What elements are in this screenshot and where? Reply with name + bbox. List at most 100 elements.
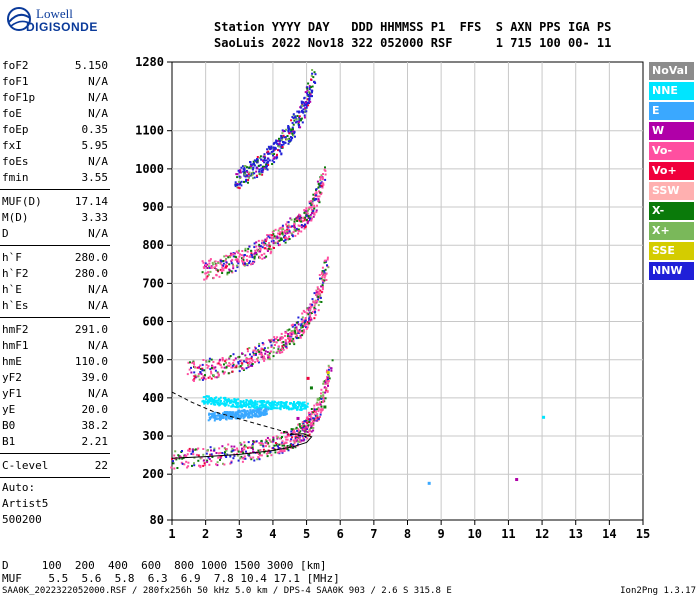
echo-point — [315, 194, 318, 197]
echo-point — [291, 122, 294, 124]
echo-point — [276, 336, 279, 339]
echo-point — [237, 260, 240, 263]
echo-point — [280, 146, 283, 149]
param-value: 2.21 — [81, 435, 109, 448]
echo-point — [204, 262, 207, 265]
echo-point — [187, 461, 190, 464]
echo-point — [320, 181, 323, 184]
echo-point — [256, 248, 259, 251]
echo-point — [260, 439, 263, 442]
echo-point — [278, 142, 281, 145]
echo-point — [239, 360, 242, 362]
echo-point — [309, 219, 311, 222]
legend-item-nne: NNE — [649, 82, 694, 100]
echo-point — [191, 448, 194, 451]
echo-point — [298, 431, 301, 433]
param-value: 17.14 — [74, 195, 108, 208]
echo-point — [236, 176, 239, 179]
echo-point — [294, 229, 297, 232]
echo-point — [240, 455, 243, 458]
echo-point — [327, 266, 330, 269]
echo-point — [291, 436, 294, 439]
echo-point — [232, 353, 235, 356]
echo-point — [279, 437, 281, 440]
echo-point — [225, 261, 228, 264]
echo-point — [296, 120, 299, 123]
echo-point — [313, 292, 316, 295]
echo-point — [317, 290, 320, 293]
echo-point — [283, 450, 286, 452]
echo-point — [294, 440, 297, 443]
echo-point — [242, 258, 245, 261]
echo-point — [267, 408, 270, 411]
echo-point — [320, 174, 323, 177]
echo-point — [209, 368, 212, 371]
echo-point — [245, 180, 247, 183]
echo-point — [297, 443, 299, 446]
echo-point — [256, 408, 259, 411]
echo-point — [246, 399, 249, 402]
echo-point — [319, 277, 321, 280]
echo-point — [265, 408, 268, 411]
echo-point — [297, 428, 300, 431]
echo-point — [294, 118, 297, 121]
echo-point — [300, 224, 303, 226]
echo-point — [322, 400, 325, 403]
echo-point — [282, 405, 285, 408]
echo-point — [220, 417, 222, 420]
echo-point — [248, 400, 250, 403]
echo-point — [212, 277, 215, 279]
echo-point — [223, 400, 226, 403]
echo-point — [209, 270, 212, 273]
echo-point — [287, 130, 290, 133]
echo-point — [215, 417, 218, 420]
echo-point — [239, 169, 242, 172]
echo-point — [239, 410, 242, 413]
echo-point — [328, 375, 330, 378]
param-value: N/A — [88, 299, 108, 312]
echo-point — [226, 273, 229, 276]
logo-text-digisonde: DIGISONDE — [26, 20, 98, 34]
echo-point — [200, 373, 203, 376]
echo-point — [309, 100, 312, 103]
echo-point — [250, 252, 253, 255]
echo-point — [302, 437, 305, 439]
echo-point — [301, 109, 303, 112]
echo-point — [248, 245, 251, 248]
echo-point — [238, 255, 241, 258]
echo-point — [311, 422, 314, 425]
echo-point — [271, 404, 273, 407]
echo-point — [315, 290, 318, 293]
echo-point — [225, 366, 228, 369]
echo-point — [248, 262, 251, 264]
echo-point — [243, 413, 246, 416]
echo-point — [272, 339, 275, 342]
echo-point — [259, 164, 262, 167]
param-name: fmin — [2, 171, 29, 184]
echo-point — [252, 410, 254, 413]
echo-point — [282, 341, 285, 343]
echo-point — [317, 304, 320, 307]
echo-point — [309, 93, 312, 96]
echo-point — [224, 264, 227, 267]
echo-point — [237, 362, 240, 365]
echo-point — [267, 451, 269, 454]
echo-point — [268, 339, 270, 342]
echo-point — [292, 330, 295, 333]
echo-point — [306, 376, 310, 380]
echo-point — [286, 435, 289, 438]
echo-point — [248, 406, 251, 409]
echo-point — [283, 444, 286, 447]
echo-point — [267, 234, 270, 237]
echo-point — [268, 244, 271, 247]
echo-point — [194, 375, 197, 378]
echo-point — [320, 388, 323, 391]
echo-point — [275, 444, 278, 447]
echo-point — [306, 326, 309, 329]
echo-point — [316, 413, 319, 415]
echo-point — [250, 249, 253, 252]
echo-point — [217, 399, 220, 402]
echo-point — [266, 400, 269, 403]
echo-point — [284, 436, 287, 439]
echo-point — [265, 440, 268, 443]
